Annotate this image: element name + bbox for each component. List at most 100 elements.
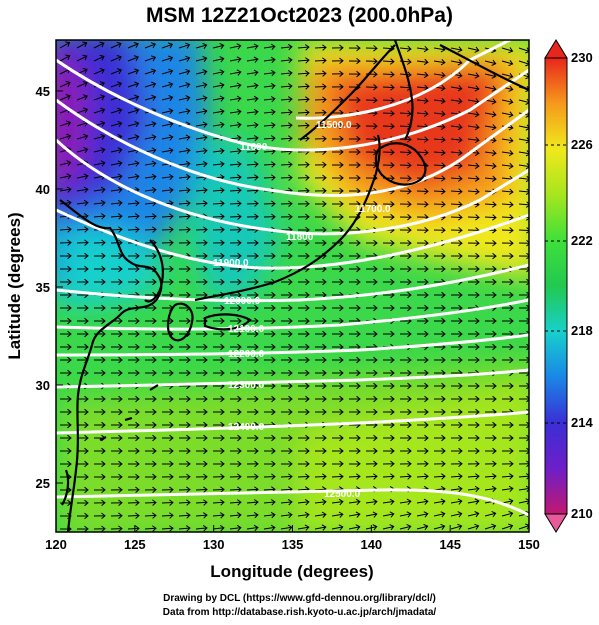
wind-arrow	[212, 252, 225, 260]
wind-arrow	[195, 69, 208, 76]
wind-arrow	[93, 239, 106, 246]
coast-honshu	[194, 134, 381, 302]
wind-arrow	[76, 473, 89, 481]
wind-arrow	[484, 473, 497, 480]
wind-arrow	[229, 226, 242, 233]
wind-arrow	[93, 213, 106, 220]
wind-arrow	[484, 523, 497, 530]
wind-arrow	[348, 524, 361, 531]
wind-arrow	[76, 525, 89, 532]
wind-arrow	[518, 150, 529, 157]
wind-arrow	[144, 486, 157, 493]
wind-arrow	[366, 382, 378, 390]
wind-arrow	[60, 265, 72, 273]
wind-arrow	[144, 134, 157, 141]
wind-arrow	[212, 486, 225, 493]
wind-arrow	[93, 473, 106, 481]
wind-arrow	[127, 160, 140, 167]
wind-arrow	[196, 434, 208, 442]
wind-arrow	[485, 330, 497, 338]
coast-primorye	[299, 44, 396, 141]
contour-12200	[56, 333, 529, 357]
wind-arrow	[212, 460, 225, 468]
wind-arrow	[467, 523, 480, 530]
wind-arrow	[450, 97, 463, 105]
wind-arrow	[331, 161, 344, 169]
wind-arrow	[502, 278, 514, 286]
wind-arrow	[110, 525, 123, 532]
wind-arrow	[94, 265, 106, 273]
wind-arrow	[144, 186, 157, 194]
wind-arrow	[467, 498, 480, 505]
wind-arrow	[400, 408, 412, 416]
wind-arrow	[128, 278, 140, 286]
wind-arrow	[280, 473, 293, 480]
wind-arrow	[161, 81, 174, 88]
contour-label-12300: 12300.0	[228, 380, 265, 391]
wind-arrow	[281, 434, 293, 442]
wind-arrow	[93, 199, 106, 207]
wind-arrow	[195, 95, 208, 102]
wind-arrow	[348, 174, 361, 182]
wind-arrow	[501, 98, 514, 105]
wind-arrow	[144, 252, 157, 260]
x-tick-label: 130	[203, 537, 225, 552]
wind-arrow	[93, 499, 106, 507]
wind-arrow	[416, 149, 429, 156]
wind-arrow	[195, 82, 208, 89]
wind-arrow	[417, 395, 429, 403]
wind-arrow	[145, 317, 157, 325]
wind-arrow	[247, 382, 259, 390]
wind-arrow	[213, 330, 225, 338]
wind-arrow	[451, 395, 463, 403]
wind-arrow	[59, 186, 72, 193]
wind-arrow	[366, 278, 378, 286]
wind-arrow	[76, 499, 89, 507]
wind-arrow	[128, 408, 140, 416]
figure-title: MSM 12Z21Oct2023 (200.0hPa)	[146, 4, 453, 27]
wind-arrow	[213, 317, 225, 325]
wind-arrow	[161, 499, 174, 506]
wind-arrow	[94, 343, 106, 351]
wind-arrow	[331, 83, 344, 91]
wind-arrow	[179, 265, 191, 273]
wind-arrow	[128, 330, 140, 338]
wind-arrow	[348, 135, 361, 143]
wind-arrow	[383, 369, 395, 377]
wind-arrow	[281, 395, 293, 403]
wind-arrow	[382, 213, 395, 221]
wind-arrow	[264, 343, 276, 351]
wind-arrow	[111, 434, 123, 442]
wind-arrow	[399, 188, 412, 195]
wind-arrow	[127, 226, 140, 233]
wind-arrow	[145, 408, 157, 416]
contour-label-12100: 12100.0	[228, 324, 265, 335]
wind-arrow	[127, 252, 140, 260]
wind-arrow	[178, 200, 191, 207]
wind-arrow	[179, 434, 191, 442]
wind-arrow	[297, 213, 310, 221]
wind-arrow	[161, 226, 174, 233]
x-tick-label: 120	[45, 537, 67, 552]
wind-arrow	[331, 70, 344, 78]
wind-arrow	[348, 122, 361, 130]
wind-arrow	[365, 97, 378, 104]
wind-arrow	[519, 343, 529, 351]
wind-arrow	[399, 511, 412, 518]
wind-arrow	[348, 473, 361, 480]
wind-arrow	[213, 447, 225, 455]
wind-arrow	[144, 81, 157, 88]
wind-arrow	[162, 408, 174, 416]
wind-arrow	[382, 110, 395, 117]
wind-arrow	[127, 120, 140, 128]
wind-arrow	[77, 343, 89, 351]
wind-arrow	[212, 187, 225, 194]
wind-arrow	[485, 278, 497, 286]
wind-arrow	[59, 54, 71, 62]
wind-arrow	[502, 421, 514, 429]
wind-arrow	[110, 226, 123, 233]
colorbar-tick-230: 230	[571, 50, 593, 65]
wind-arrow	[331, 460, 344, 468]
wind-arrow	[111, 330, 123, 338]
wind-arrow	[212, 56, 225, 63]
